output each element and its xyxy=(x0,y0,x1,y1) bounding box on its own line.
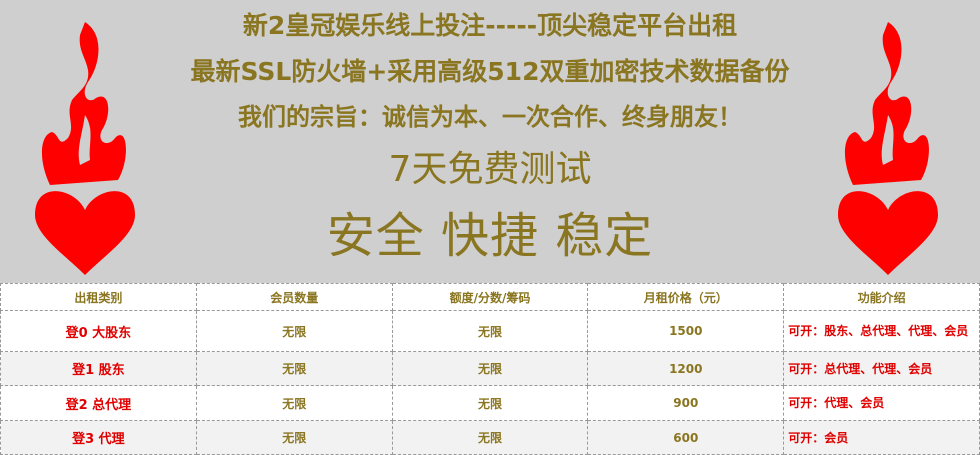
row-category: 登2 总代理 xyxy=(0,385,197,421)
banner-motto: 我们的宗旨：诚信为本、一次合作、终身朋友！ xyxy=(238,103,742,131)
row-category: 登1 股东 xyxy=(0,351,197,386)
row-credit: 无限 xyxy=(391,310,589,352)
rental-price-table: 出租类别 会员数量 额度/分数/筹码 月租价格（元） 功能介绍 登0 大股东 无… xyxy=(0,283,980,455)
flaming-heart-icon xyxy=(35,22,135,275)
row-members: 无限 xyxy=(195,351,393,386)
table-row: 登3 代理 无限 无限 600 可开：会员 xyxy=(0,420,980,455)
row-credit: 无限 xyxy=(391,351,589,386)
row-price: 900 xyxy=(587,385,785,421)
row-features: 可开：会员 xyxy=(783,420,980,455)
banner-security-line: 最新SSL防火墙+采用高级512双重加密技术数据备份 xyxy=(190,57,790,86)
table-row: 登1 股东 无限 无限 1200 可开：总代理、代理、会员 xyxy=(0,351,980,386)
row-price: 1200 xyxy=(587,351,785,386)
promo-banner: 新2皇冠娱乐线上投注-----顶尖稳定平台出租 最新SSL防火墙+采用高级512… xyxy=(35,11,938,275)
row-credit: 无限 xyxy=(391,385,589,421)
header-price: 月租价格（元） xyxy=(587,283,785,311)
row-price: 600 xyxy=(587,420,785,455)
header-features: 功能介绍 xyxy=(783,283,980,311)
flaming-heart-icon xyxy=(838,22,938,275)
row-members: 无限 xyxy=(195,310,393,352)
row-features: 可开：总代理、代理、会员 xyxy=(783,351,980,386)
row-credit: 无限 xyxy=(391,420,589,455)
row-category: 登3 代理 xyxy=(0,420,197,455)
row-price: 1500 xyxy=(587,310,785,352)
banner-slogan: 安全 快捷 稳定 xyxy=(326,208,654,264)
banner-free-trial: 7天免费测试 xyxy=(388,149,592,190)
row-features: 可开：代理、会员 xyxy=(783,385,980,421)
header-credit: 额度/分数/筹码 xyxy=(391,283,589,311)
header-category: 出租类别 xyxy=(0,283,197,311)
table-row: 登0 大股东 无限 无限 1500 可开：股东、总代理、代理、会员 xyxy=(0,310,980,352)
header-members: 会员数量 xyxy=(195,283,393,311)
row-features: 可开：股东、总代理、代理、会员 xyxy=(783,310,980,352)
table-header-row: 出租类别 会员数量 额度/分数/筹码 月租价格（元） 功能介绍 xyxy=(0,283,980,311)
row-category: 登0 大股东 xyxy=(0,310,197,352)
row-members: 无限 xyxy=(195,420,393,455)
row-members: 无限 xyxy=(195,385,393,421)
table-row: 登2 总代理 无限 无限 900 可开：代理、会员 xyxy=(0,385,980,421)
banner-headline: 新2皇冠娱乐线上投注-----顶尖稳定平台出租 xyxy=(242,11,738,40)
